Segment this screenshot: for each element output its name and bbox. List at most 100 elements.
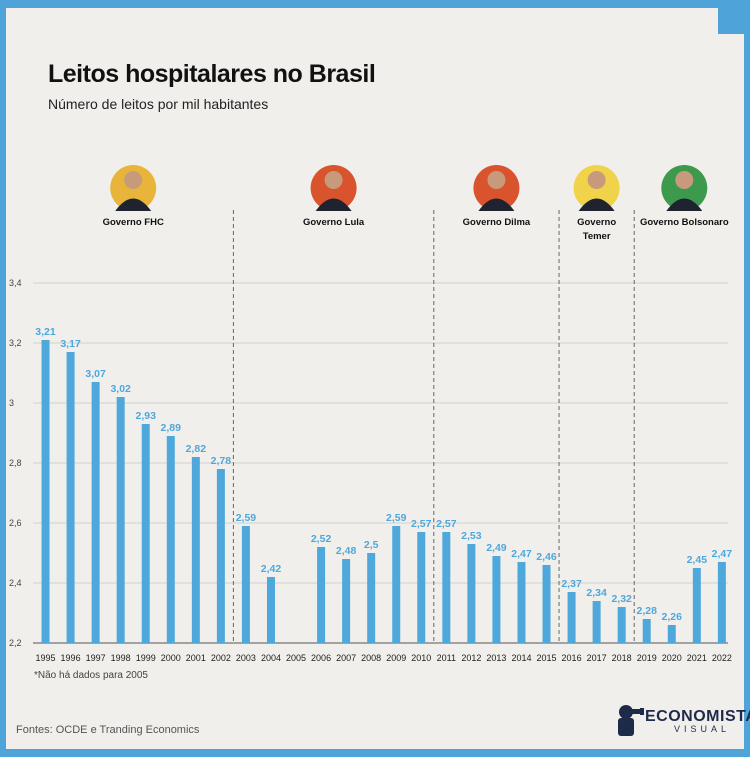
bar bbox=[692, 568, 701, 643]
data-label: 2,93 bbox=[136, 410, 157, 422]
data-label: 2,5 bbox=[364, 539, 379, 551]
bar bbox=[417, 532, 426, 643]
y-tick-label: 3,4 bbox=[9, 278, 22, 288]
bar bbox=[542, 565, 551, 643]
portrait-shoulders bbox=[666, 198, 703, 211]
x-tick-label: 2006 bbox=[311, 653, 331, 663]
y-tick-label: 3,2 bbox=[9, 338, 22, 348]
government-label: Governo bbox=[577, 217, 616, 228]
data-label: 2,59 bbox=[236, 512, 257, 524]
x-tick-label: 2001 bbox=[186, 653, 206, 663]
x-tick-label: 2021 bbox=[687, 653, 707, 663]
x-tick-label: 1997 bbox=[86, 653, 106, 663]
government-label: Governo FHC bbox=[103, 217, 164, 228]
bar bbox=[342, 559, 351, 643]
x-tick-label: 2020 bbox=[662, 653, 682, 663]
portrait-shoulders bbox=[115, 198, 152, 211]
portrait-face bbox=[124, 171, 143, 189]
data-label: 2,82 bbox=[186, 443, 207, 455]
bar bbox=[467, 544, 476, 643]
data-label: 2,47 bbox=[511, 548, 532, 560]
data-label: 2,52 bbox=[311, 533, 332, 545]
data-label: 2,28 bbox=[637, 605, 658, 617]
data-label: 2,47 bbox=[712, 548, 733, 560]
x-tick-label: 2004 bbox=[261, 653, 281, 663]
data-label: 3,02 bbox=[110, 383, 131, 395]
bar bbox=[216, 469, 225, 643]
bar bbox=[166, 436, 175, 643]
bar bbox=[442, 532, 451, 643]
y-tick-label: 2,2 bbox=[9, 638, 22, 648]
bar bbox=[392, 526, 401, 643]
x-tick-label: 2019 bbox=[637, 653, 657, 663]
x-tick-label: 2013 bbox=[486, 653, 506, 663]
x-tick-label: 2018 bbox=[612, 653, 632, 663]
data-label: 2,57 bbox=[436, 518, 457, 530]
portrait-face bbox=[675, 171, 694, 189]
bar bbox=[41, 340, 50, 643]
data-label: 2,45 bbox=[687, 554, 708, 566]
x-tick-label: 1998 bbox=[111, 653, 131, 663]
data-label: 2,59 bbox=[386, 512, 407, 524]
bar bbox=[317, 547, 326, 643]
data-label: 2,46 bbox=[536, 551, 557, 563]
bar bbox=[116, 397, 125, 643]
x-tick-label: 2017 bbox=[587, 653, 607, 663]
data-label: 2,53 bbox=[461, 530, 482, 542]
data-label: 3,17 bbox=[60, 338, 81, 350]
bar bbox=[717, 562, 726, 643]
bar bbox=[91, 382, 100, 643]
y-tick-label: 2,4 bbox=[9, 578, 22, 588]
x-tick-label: 2005 bbox=[286, 653, 306, 663]
data-label: 2,49 bbox=[486, 542, 507, 554]
x-tick-label: 2000 bbox=[161, 653, 181, 663]
data-label: 2,89 bbox=[161, 422, 182, 434]
x-tick-label: 2002 bbox=[211, 653, 231, 663]
bar bbox=[592, 601, 601, 643]
x-tick-label: 2022 bbox=[712, 653, 732, 663]
x-tick-label: 2016 bbox=[562, 653, 582, 663]
portrait-face bbox=[487, 171, 506, 189]
data-label: 3,07 bbox=[85, 368, 106, 380]
logo-tagline: VISUAL bbox=[674, 724, 731, 734]
data-label: 2,32 bbox=[611, 593, 632, 605]
x-tick-label: 2012 bbox=[461, 653, 481, 663]
brand-logo: ECONOMISTA VISUAL bbox=[612, 702, 750, 742]
bar bbox=[266, 577, 275, 643]
data-label: 2,34 bbox=[586, 587, 607, 599]
chart-subtitle: Número de leitos por mil habitantes bbox=[48, 96, 269, 112]
bar bbox=[66, 352, 75, 643]
footnote: *Não há dados para 2005 bbox=[34, 670, 148, 681]
bar bbox=[492, 556, 501, 643]
bar bbox=[642, 619, 651, 643]
data-label: 2,48 bbox=[336, 545, 357, 557]
data-label: 2,78 bbox=[211, 455, 232, 467]
bar bbox=[241, 526, 250, 643]
bar bbox=[567, 592, 576, 643]
government-label: Governo Lula bbox=[303, 217, 365, 228]
portrait-face bbox=[324, 171, 343, 189]
y-tick-label: 2,6 bbox=[9, 518, 22, 528]
source-note: Fontes: OCDE e Tranding Economics bbox=[16, 724, 200, 736]
x-tick-label: 2014 bbox=[511, 653, 531, 663]
data-label: 2,26 bbox=[662, 611, 683, 623]
x-tick-label: 1996 bbox=[61, 653, 81, 663]
bar bbox=[141, 424, 150, 643]
x-tick-label: 2007 bbox=[336, 653, 356, 663]
corner-accent bbox=[718, 8, 744, 34]
data-label: 2,37 bbox=[561, 578, 582, 590]
bar bbox=[367, 553, 376, 643]
x-tick-label: 1995 bbox=[36, 653, 56, 663]
x-tick-label: 2003 bbox=[236, 653, 256, 663]
bar bbox=[667, 625, 676, 643]
x-tick-label: 2008 bbox=[361, 653, 381, 663]
bar bbox=[517, 562, 526, 643]
bar bbox=[191, 457, 200, 643]
y-tick-label: 3 bbox=[9, 398, 14, 408]
bar bbox=[617, 607, 626, 643]
data-label: 2,57 bbox=[411, 518, 432, 530]
portrait-shoulders bbox=[315, 198, 352, 211]
portrait-face bbox=[587, 171, 606, 189]
portrait-shoulders bbox=[578, 198, 615, 211]
